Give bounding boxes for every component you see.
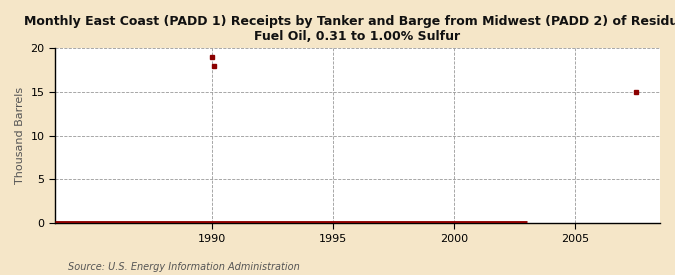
Y-axis label: Thousand Barrels: Thousand Barrels [15,87,25,184]
Text: Source: U.S. Energy Information Administration: Source: U.S. Energy Information Administ… [68,262,299,272]
Title: Monthly East Coast (PADD 1) Receipts by Tanker and Barge from Midwest (PADD 2) o: Monthly East Coast (PADD 1) Receipts by … [24,15,675,43]
